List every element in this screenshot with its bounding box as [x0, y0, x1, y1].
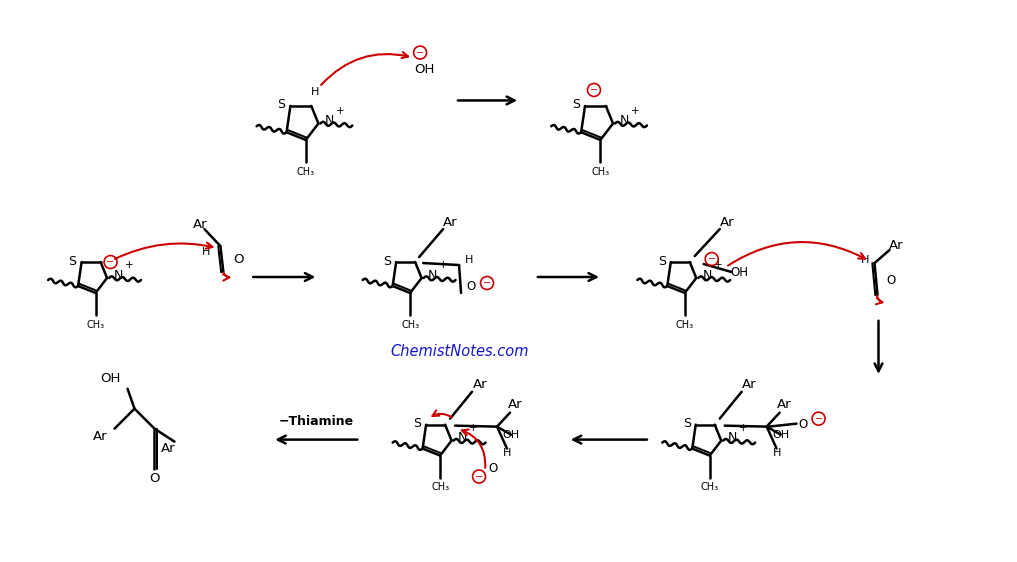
Text: CH₃: CH₃	[297, 167, 315, 177]
Text: Ar: Ar	[442, 216, 458, 229]
Text: N: N	[703, 269, 712, 282]
Text: S: S	[658, 255, 666, 268]
Text: +: +	[739, 423, 747, 433]
Text: N: N	[619, 114, 629, 127]
Text: Ar: Ar	[742, 378, 757, 391]
Text: H: H	[773, 447, 781, 457]
Text: ChemistNotes.com: ChemistNotes.com	[391, 345, 529, 359]
Text: CH₃: CH₃	[86, 320, 105, 330]
Text: +: +	[631, 106, 640, 116]
Text: +: +	[439, 260, 447, 270]
Text: OH: OH	[502, 429, 520, 439]
Text: −: −	[416, 48, 424, 57]
Text: Ar: Ar	[889, 239, 904, 252]
Text: N: N	[458, 431, 467, 444]
Text: S: S	[68, 255, 76, 268]
Text: +: +	[125, 260, 133, 270]
Text: Ar: Ar	[777, 398, 792, 411]
Text: Ar: Ar	[507, 398, 523, 411]
Text: OH: OH	[730, 265, 749, 279]
Text: H: H	[861, 255, 870, 265]
Text: O: O	[149, 472, 160, 485]
Text: CH₃: CH₃	[401, 320, 419, 330]
Text: −: −	[483, 278, 491, 288]
Text: CH₃: CH₃	[591, 167, 609, 177]
Text: O: O	[233, 252, 244, 266]
Text: −: −	[107, 257, 115, 267]
Text: H: H	[311, 87, 319, 97]
Text: N: N	[428, 269, 437, 282]
Text: −: −	[708, 254, 716, 264]
Text: OH: OH	[414, 63, 434, 76]
Text: Ar: Ar	[193, 217, 207, 230]
Text: H: H	[465, 255, 473, 265]
Text: H: H	[202, 247, 211, 257]
Text: Ar: Ar	[720, 216, 735, 229]
Text: S: S	[572, 98, 580, 111]
Text: CH₃: CH₃	[431, 483, 450, 492]
Text: −: −	[815, 414, 823, 424]
Text: N: N	[727, 431, 737, 444]
Text: S: S	[383, 255, 392, 268]
Text: +: +	[714, 260, 722, 270]
Text: +: +	[336, 106, 345, 116]
Text: H: H	[502, 447, 512, 457]
Text: CH₃: CH₃	[701, 483, 719, 492]
Text: −Thiamine: −Thiamine	[279, 415, 354, 428]
Text: +: +	[469, 423, 478, 433]
Text: OH: OH	[772, 429, 789, 439]
Text: O: O	[887, 274, 896, 288]
Text: Ar: Ar	[473, 378, 487, 391]
Text: S: S	[682, 417, 691, 430]
Text: −: −	[590, 85, 598, 95]
Text: O: O	[488, 462, 497, 475]
Text: N: N	[113, 269, 123, 282]
Text: Ar: Ar	[161, 442, 176, 455]
Text: −: −	[475, 472, 483, 482]
Text: S: S	[413, 417, 421, 430]
Text: O: O	[798, 418, 807, 431]
Text: Ar: Ar	[94, 430, 108, 443]
Text: S: S	[278, 98, 286, 111]
Text: N: N	[324, 114, 334, 127]
Text: OH: OH	[101, 372, 121, 386]
Text: O: O	[467, 280, 476, 293]
Text: CH₃: CH₃	[675, 320, 694, 330]
